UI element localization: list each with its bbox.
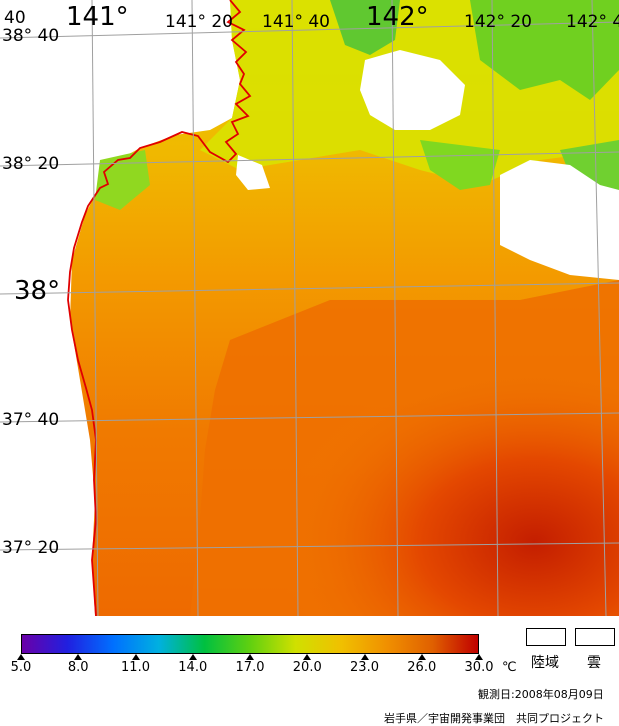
colorbar-tick-label: 5.0 <box>10 660 32 675</box>
colorbar-tick-label: 8.0 <box>67 660 89 675</box>
sst-map-canvas <box>0 0 619 616</box>
cloud <box>500 160 619 280</box>
lon-label: 141° <box>66 2 129 32</box>
cloud <box>360 50 465 130</box>
colorbar-tick-label: 14.0 <box>178 660 208 675</box>
lat-label: 38° 40 <box>2 26 60 46</box>
colorbar-tick <box>17 654 25 660</box>
lon-label: 141° 40 <box>262 12 330 32</box>
colorbar-tick <box>246 654 254 660</box>
observation-date: 観測日:2008年08月09日 <box>478 688 604 701</box>
colorbar-tick <box>303 654 312 660</box>
colorbar-tick-label: 17.0 <box>235 660 265 675</box>
lon-label: 142° 4 <box>566 12 619 32</box>
colorbar-tick <box>475 654 483 660</box>
cloud-swatch <box>575 628 615 646</box>
colorbar-tick <box>417 654 426 660</box>
warm-core <box>150 280 619 616</box>
colorbar-tick-label: 26.0 <box>407 660 437 675</box>
land-label: 陸域 <box>531 655 559 671</box>
colorbar-tick-label: 20.0 <box>292 660 322 675</box>
graticule <box>0 0 619 616</box>
cold-patch <box>420 140 500 190</box>
cloud-label: 雲 <box>587 655 601 671</box>
lon-label: 141° 20 <box>165 12 233 32</box>
colorbar-tick <box>188 654 197 660</box>
cold-patch <box>330 0 400 55</box>
lon-label: 142° 20 <box>464 12 532 32</box>
lat-label: 37° 20 <box>2 538 60 558</box>
colorbar-tick-label: 23.0 <box>350 660 379 675</box>
lat-label: 38° 20 <box>2 154 60 174</box>
land-swatch <box>526 628 566 646</box>
lat-label: 38° <box>14 276 61 306</box>
cloud <box>236 155 270 190</box>
coastline <box>67 0 252 616</box>
unit-label: ℃ <box>502 660 517 675</box>
credit-text: 岩手県／宇宙開発事業団 共同プロジェクト <box>384 712 604 725</box>
colorbar-tick-label: 30.0 <box>464 660 494 675</box>
cold-patch <box>95 150 150 210</box>
colorbar-tick <box>360 654 369 660</box>
lon-label: 142° <box>366 2 429 32</box>
lon-label: 40 <box>4 8 26 28</box>
temperature-colorbar <box>21 634 479 654</box>
sst-map: 40 141° 141° 20 141° 40 142° 142° 20 142… <box>0 0 619 616</box>
colorbar-tick <box>74 654 83 660</box>
colorbar-tick <box>131 654 140 660</box>
colorbar-tick-label: 11.0 <box>121 660 150 675</box>
lat-label: 37° 40 <box>2 410 60 430</box>
